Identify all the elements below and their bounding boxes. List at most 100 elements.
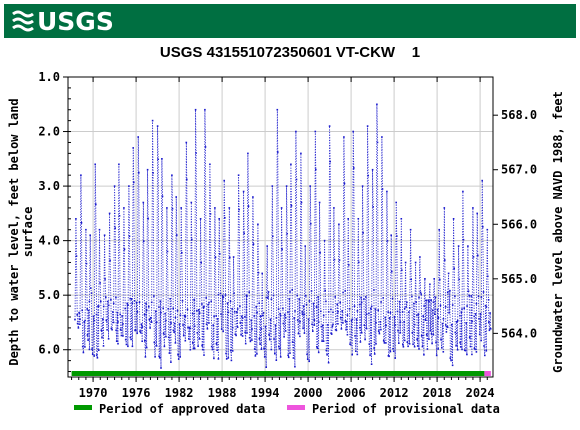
data-point — [356, 310, 359, 312]
data-point — [340, 328, 343, 330]
data-point — [303, 313, 306, 316]
data-point — [385, 324, 387, 327]
data-point — [376, 103, 378, 106]
data-point — [293, 317, 295, 319]
data-point — [185, 141, 188, 144]
data-point — [79, 323, 81, 325]
y-left-tick-label: 6.0 — [38, 343, 60, 357]
data-point — [351, 353, 353, 356]
data-point — [215, 315, 217, 317]
data-point — [268, 334, 270, 336]
data-point — [375, 321, 377, 324]
data-point — [341, 310, 343, 312]
data-point — [277, 151, 279, 153]
data-point — [394, 324, 397, 326]
data-point — [172, 307, 174, 310]
data-point — [227, 357, 230, 359]
data-point — [214, 207, 216, 209]
data-point — [244, 316, 246, 318]
data-point — [405, 306, 407, 308]
data-point — [429, 283, 431, 286]
data-point — [297, 332, 300, 335]
data-point — [208, 301, 210, 304]
data-point — [248, 291, 250, 293]
data-point — [169, 298, 171, 300]
data-point — [161, 158, 163, 160]
data-point — [184, 339, 187, 342]
data-point — [141, 326, 144, 328]
data-point — [396, 235, 398, 237]
data-point — [122, 335, 124, 337]
data-point — [206, 328, 209, 330]
data-point — [102, 345, 105, 347]
axes: 1970 1976 1982 1988 1994 2000 2006 2012 2018 2024… — [38, 70, 537, 400]
data-point — [154, 356, 156, 358]
data-point — [334, 296, 336, 298]
data-point — [322, 324, 324, 327]
data-point — [431, 309, 434, 311]
data-point — [198, 338, 201, 340]
data-point — [417, 313, 420, 315]
data-point — [176, 309, 179, 312]
data-point — [328, 125, 331, 127]
data-point — [145, 309, 148, 312]
data-point — [444, 305, 447, 308]
data-point — [420, 293, 422, 295]
data-point — [356, 353, 359, 356]
data-point — [253, 348, 256, 350]
data-point — [426, 348, 429, 350]
data-point — [260, 348, 263, 350]
data-point — [160, 311, 162, 314]
data-point — [122, 323, 124, 325]
data-point — [362, 232, 364, 234]
data-point — [429, 330, 432, 332]
data-point — [279, 312, 281, 315]
data-point — [162, 332, 165, 335]
data-point — [144, 356, 147, 358]
data-point — [272, 235, 274, 237]
data-point — [377, 330, 380, 332]
data-point — [139, 330, 141, 333]
data-point — [485, 350, 488, 352]
data-point — [290, 163, 292, 166]
data-point — [229, 256, 231, 259]
data-point — [197, 345, 199, 347]
data-point — [445, 324, 447, 326]
data-point — [352, 130, 354, 133]
data-point — [159, 300, 162, 303]
data-point — [100, 300, 102, 303]
data-point — [305, 295, 307, 297]
data-point — [447, 272, 450, 275]
data-point — [316, 347, 319, 349]
data-point — [461, 308, 463, 310]
data-point — [300, 201, 303, 204]
usgs-logo[interactable]: USGS — [12, 5, 114, 37]
data-point — [207, 303, 209, 306]
data-point — [229, 300, 232, 303]
data-point — [247, 205, 250, 208]
data-point — [289, 291, 291, 293]
data-point — [210, 345, 213, 348]
data-point — [225, 358, 228, 360]
data-point — [331, 325, 334, 328]
data-point — [361, 185, 364, 187]
data-point — [247, 152, 249, 155]
data-point — [162, 307, 164, 310]
data-point — [148, 305, 150, 308]
data-point — [454, 331, 457, 334]
data-point — [434, 296, 437, 298]
data-point — [327, 324, 329, 326]
x-tick-label: 2012 — [380, 386, 409, 400]
data-point — [251, 339, 253, 341]
data-point — [103, 234, 106, 236]
y-left-label-line-1: Depth to water level, feet below land — [7, 98, 21, 365]
data-point — [428, 300, 430, 303]
data-point — [368, 343, 371, 345]
data-point — [118, 163, 120, 166]
data-point — [311, 323, 313, 326]
data-point — [463, 307, 465, 310]
data-point — [101, 336, 103, 339]
data-point — [402, 343, 404, 346]
data-point — [177, 353, 179, 356]
y-left-tick-label: 1.0 — [38, 70, 60, 84]
